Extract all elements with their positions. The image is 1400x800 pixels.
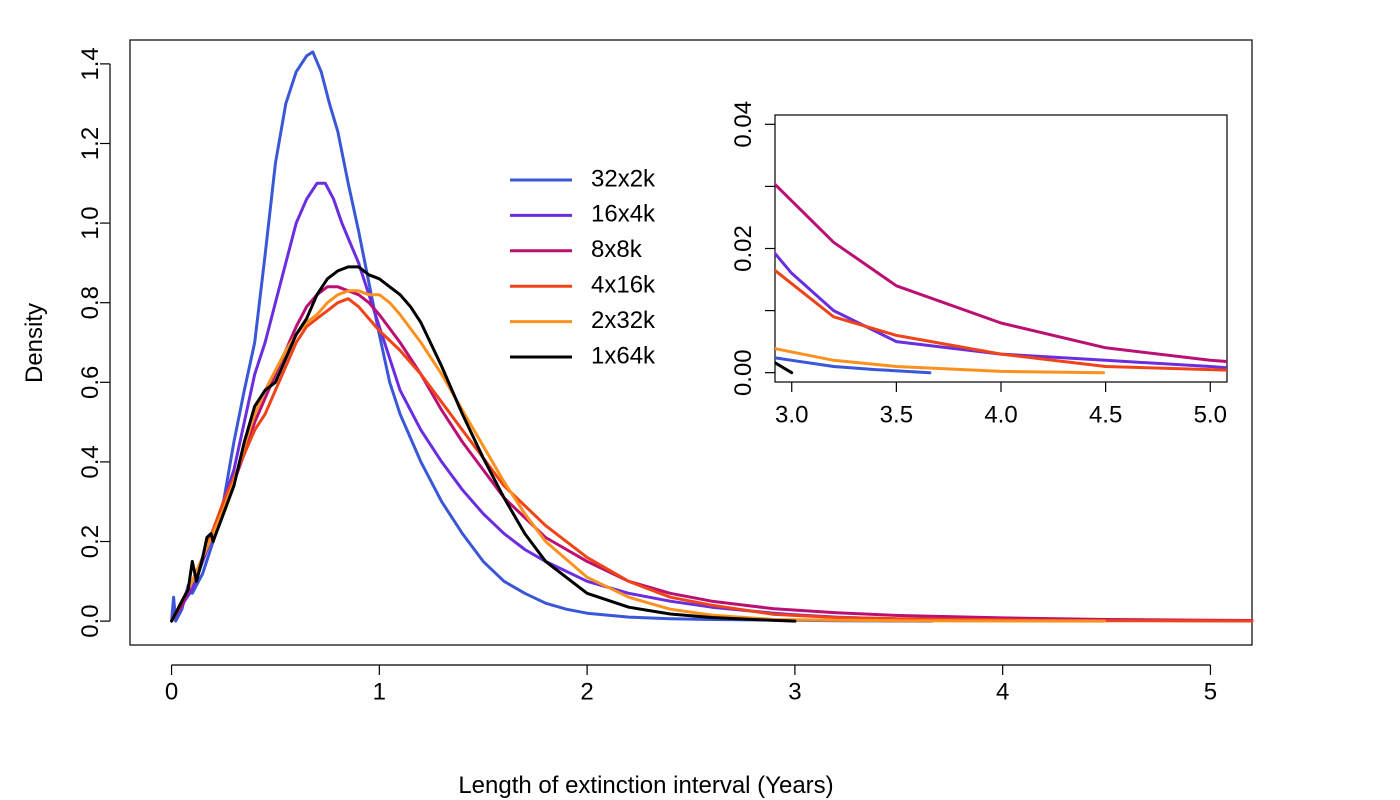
x-tick-label: 2	[580, 678, 593, 705]
x-axis-title: Length of extinction interval (Years)	[458, 772, 833, 799]
inset-background	[773, 113, 1229, 384]
legend-label-8x8k: 8x8k	[591, 236, 643, 263]
y-tick-label: 0.4	[77, 445, 104, 478]
x-tick-label: 3	[788, 678, 801, 705]
x-tick-label: 0	[165, 678, 178, 705]
inset-series-line-2x32k	[775, 347, 1105, 375]
legend-label-32x2k: 32x2k	[591, 165, 656, 192]
inset-series-line-16x4k	[775, 251, 1227, 370]
y-tick-label: 1.0	[77, 206, 104, 239]
plot-frame	[129, 39, 1253, 646]
y-tick-label: 0.2	[77, 525, 104, 558]
series-group	[170, 50, 1254, 623]
inset-x-tick-label: 3.5	[880, 401, 913, 428]
inset-y-tick-label: 0.04	[730, 101, 757, 148]
inset-plot: 3.0 3.5 4.0 4.5 5.0 0.00 0.02 0.04	[730, 101, 1229, 428]
inset-x-tick-label: 4.0	[984, 401, 1017, 428]
series-line-1x64k	[170, 265, 797, 623]
main-plot: 0 1 2 3 4 5 0.0 0.2 0.4 0.6 0.8 1.0 1.2 1.4	[77, 39, 1254, 705]
inset-series-line-1x64k	[775, 361, 794, 375]
legend: 32x2k 16x4k 8x8k 4x16k 2x32k 1x64k	[510, 165, 656, 369]
legend-label-4x16k: 4x16k	[591, 272, 656, 299]
inset-series-group	[775, 182, 1227, 375]
inset-x-tick-label: 4.5	[1089, 401, 1122, 428]
inset-x-tick-label: 5.0	[1194, 401, 1227, 428]
inset-y-tick-label: 0.02	[730, 225, 757, 272]
inset-y-tick-label: 0.00	[730, 349, 757, 396]
y-tick-label: 0.8	[77, 286, 104, 319]
legend-label-1x64k: 1x64k	[591, 342, 656, 369]
x-tick-label: 1	[373, 678, 386, 705]
x-tick-label: 4	[996, 678, 1009, 705]
y-tick-label: 1.4	[77, 47, 104, 80]
y-tick-label: 0.6	[77, 366, 104, 399]
inset-series-line-4x16k	[775, 268, 1227, 372]
legend-label-16x4k: 16x4k	[591, 201, 656, 228]
y-tick-label: 0.0	[77, 604, 104, 637]
y-axis-title: Density	[21, 303, 48, 383]
legend-label-2x32k: 2x32k	[591, 307, 656, 334]
inset-series-line-8x8k	[775, 182, 1227, 364]
y-tick-label: 1.2	[77, 127, 104, 160]
inset-x-tick-label: 3.0	[775, 401, 808, 428]
x-tick-label: 5	[1204, 678, 1217, 705]
inset-series-line-32x2k	[775, 356, 932, 375]
